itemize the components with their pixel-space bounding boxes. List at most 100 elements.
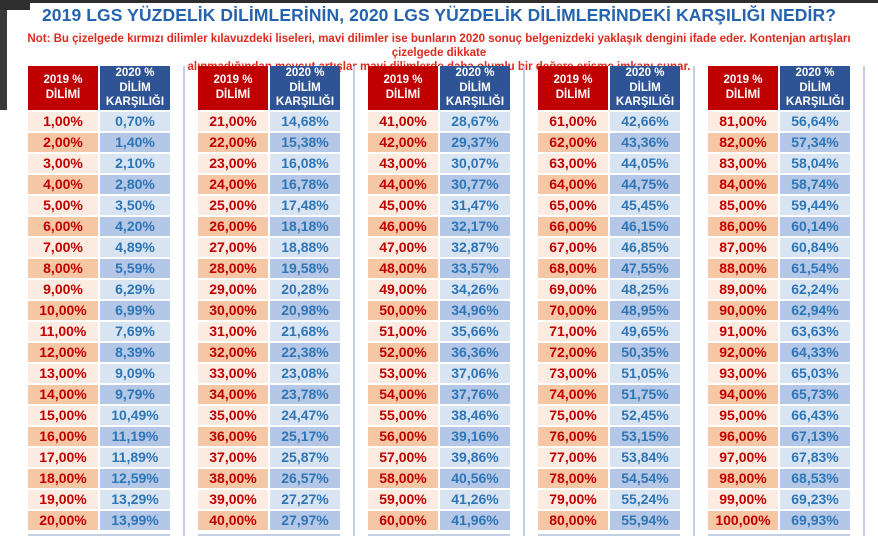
cell-2020-value: 7,69% bbox=[100, 322, 170, 341]
cell-2020-value: 9,09% bbox=[100, 364, 170, 383]
cell-2019-value: 95,00% bbox=[708, 406, 778, 425]
column-separator-rule bbox=[183, 66, 185, 536]
cell-2020-value: 40,56% bbox=[440, 469, 510, 488]
cell-2020-value: 62,94% bbox=[780, 301, 850, 320]
header-2020-karsiligi: 2020 % DİLİM KARŞILIĞI bbox=[100, 66, 170, 110]
cell-2019-value: 42,00% bbox=[368, 133, 438, 152]
cell-2020-value: 17,48% bbox=[270, 196, 340, 215]
cell-2019-value: 4,00% bbox=[28, 175, 98, 194]
cell-2020-value: 31,47% bbox=[440, 196, 510, 215]
cell-2019-value: 72,00% bbox=[538, 343, 608, 362]
cell-2020-value: 13,29% bbox=[100, 490, 170, 509]
percentile-table-group: 2019 % DİLİMİ 2020 % DİLİM KARŞILIĞI 41,00… bbox=[368, 66, 525, 536]
cell-2019-value: 64,00% bbox=[538, 175, 608, 194]
cell-2019-value: 3,00% bbox=[28, 154, 98, 173]
cell-2020-value: 65,73% bbox=[780, 385, 850, 404]
cell-2020-value: 66,43% bbox=[780, 406, 850, 425]
cell-2019-value: 59,00% bbox=[368, 490, 438, 509]
cell-2020-value: 69,23% bbox=[780, 490, 850, 509]
screenshot-edge-artifact-left bbox=[0, 0, 7, 110]
header-2019-dilimi: 2019 % DİLİMİ bbox=[28, 66, 98, 110]
cell-2020-value: 29,37% bbox=[440, 133, 510, 152]
column-separator-rule bbox=[693, 66, 695, 536]
cell-2020-value: 4,20% bbox=[100, 217, 170, 236]
cell-2020-value: 67,83% bbox=[780, 448, 850, 467]
cell-2020-value: 35,66% bbox=[440, 322, 510, 341]
column-separator-rule bbox=[863, 66, 865, 536]
header-2019-dilimi: 2019 % DİLİMİ bbox=[538, 66, 608, 110]
cell-2020-value: 39,16% bbox=[440, 427, 510, 446]
cell-2019-value: 83,00% bbox=[708, 154, 778, 173]
cell-2019-value: 2,00% bbox=[28, 133, 98, 152]
cell-2020-value: 16,78% bbox=[270, 175, 340, 194]
cell-2020-value: 6,29% bbox=[100, 280, 170, 299]
table-bottom-rule bbox=[28, 534, 170, 536]
cell-2020-value: 59,44% bbox=[780, 196, 850, 215]
cell-2020-value: 34,26% bbox=[440, 280, 510, 299]
cell-2020-value: 18,18% bbox=[270, 217, 340, 236]
cell-2020-value: 28,67% bbox=[440, 112, 510, 131]
cell-2020-value: 57,34% bbox=[780, 133, 850, 152]
header-2019-dilimi: 2019 % DİLİMİ bbox=[368, 66, 438, 110]
cell-2020-value: 69,93% bbox=[780, 511, 850, 530]
cell-2019-value: 28,00% bbox=[198, 259, 268, 278]
cell-2020-value: 11,19% bbox=[100, 427, 170, 446]
cell-2019-value: 73,00% bbox=[538, 364, 608, 383]
percentile-table-group: 2019 % DİLİMİ 2020 % DİLİM KARŞILIĞI 61,00… bbox=[538, 66, 695, 536]
cell-2020-value: 6,99% bbox=[100, 301, 170, 320]
table-bottom-rule bbox=[538, 534, 680, 536]
cell-2020-value: 23,78% bbox=[270, 385, 340, 404]
cell-2020-value: 23,08% bbox=[270, 364, 340, 383]
cell-2019-value: 14,00% bbox=[28, 385, 98, 404]
cell-2020-value: 25,17% bbox=[270, 427, 340, 446]
cell-2019-value: 1,00% bbox=[28, 112, 98, 131]
cell-2019-value: 36,00% bbox=[198, 427, 268, 446]
cell-2019-value: 15,00% bbox=[28, 406, 98, 425]
cell-2020-value: 64,33% bbox=[780, 343, 850, 362]
cell-2019-value: 7,00% bbox=[28, 238, 98, 257]
cell-2019-value: 54,00% bbox=[368, 385, 438, 404]
cell-2019-value: 71,00% bbox=[538, 322, 608, 341]
cell-2020-value: 37,06% bbox=[440, 364, 510, 383]
tables-row: 2019 % DİLİMİ 2020 % DİLİM KARŞILIĞI 1,00%… bbox=[0, 66, 878, 536]
cell-2019-value: 38,00% bbox=[198, 469, 268, 488]
cell-2019-value: 87,00% bbox=[708, 238, 778, 257]
cell-2019-value: 68,00% bbox=[538, 259, 608, 278]
cell-2019-value: 16,00% bbox=[28, 427, 98, 446]
conversion-table: 2019 % DİLİMİ 2020 % DİLİM KARŞILIĞI 61,00… bbox=[538, 66, 680, 530]
cell-2019-value: 51,00% bbox=[368, 322, 438, 341]
cell-2020-value: 10,49% bbox=[100, 406, 170, 425]
cell-2019-value: 52,00% bbox=[368, 343, 438, 362]
cell-2020-value: 32,87% bbox=[440, 238, 510, 257]
cell-2019-value: 82,00% bbox=[708, 133, 778, 152]
cell-2019-value: 67,00% bbox=[538, 238, 608, 257]
cell-2020-value: 67,13% bbox=[780, 427, 850, 446]
cell-2020-value: 39,86% bbox=[440, 448, 510, 467]
cell-2019-value: 79,00% bbox=[538, 490, 608, 509]
cell-2019-value: 89,00% bbox=[708, 280, 778, 299]
column-separator-rule bbox=[523, 66, 525, 536]
cell-2019-value: 24,00% bbox=[198, 175, 268, 194]
cell-2020-value: 65,03% bbox=[780, 364, 850, 383]
cell-2020-value: 41,96% bbox=[440, 511, 510, 530]
cell-2019-value: 90,00% bbox=[708, 301, 778, 320]
cell-2019-value: 81,00% bbox=[708, 112, 778, 131]
cell-2020-value: 60,84% bbox=[780, 238, 850, 257]
cell-2020-value: 14,68% bbox=[270, 112, 340, 131]
cell-2019-value: 12,00% bbox=[28, 343, 98, 362]
cell-2019-value: 98,00% bbox=[708, 469, 778, 488]
cell-2020-value: 4,89% bbox=[100, 238, 170, 257]
cell-2019-value: 8,00% bbox=[28, 259, 98, 278]
cell-2019-value: 29,00% bbox=[198, 280, 268, 299]
cell-2019-value: 88,00% bbox=[708, 259, 778, 278]
cell-2019-value: 44,00% bbox=[368, 175, 438, 194]
cell-2019-value: 85,00% bbox=[708, 196, 778, 215]
header-2020-karsiligi: 2020 % DİLİM KARŞILIĞI bbox=[440, 66, 510, 110]
cell-2020-value: 45,45% bbox=[610, 196, 680, 215]
header-2020-karsiligi: 2020 % DİLİM KARŞILIĞI bbox=[270, 66, 340, 110]
cell-2020-value: 68,53% bbox=[780, 469, 850, 488]
cell-2020-value: 16,08% bbox=[270, 154, 340, 173]
cell-2020-value: 5,59% bbox=[100, 259, 170, 278]
percentile-table-group: 2019 % DİLİMİ 2020 % DİLİM KARŞILIĞI 21,00… bbox=[198, 66, 355, 536]
cell-2020-value: 53,84% bbox=[610, 448, 680, 467]
